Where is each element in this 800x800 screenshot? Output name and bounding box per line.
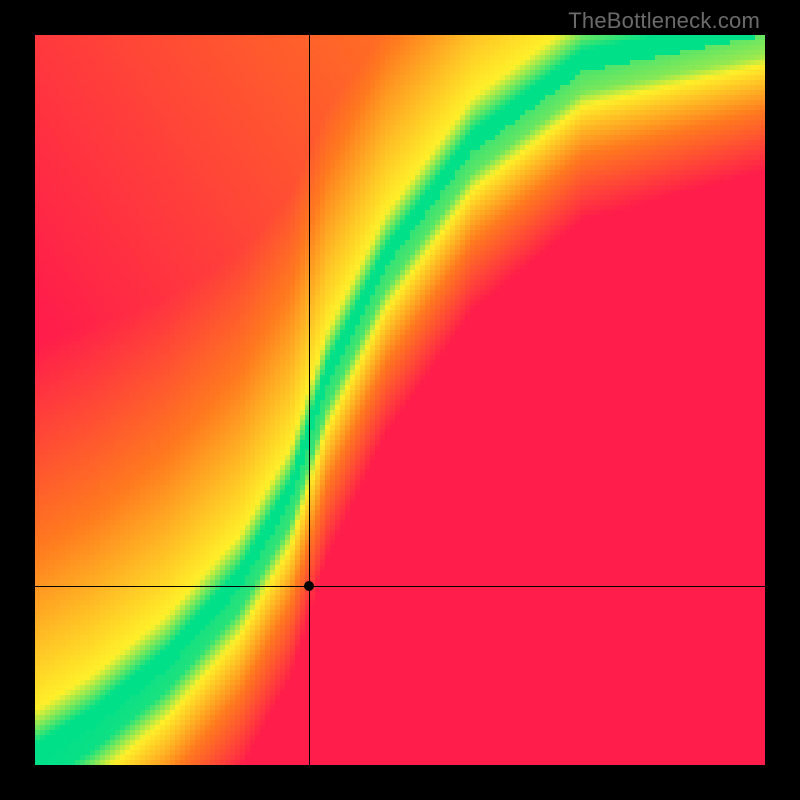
crosshair-marker <box>304 581 314 591</box>
heatmap-canvas <box>35 35 765 765</box>
crosshair-horizontal <box>35 586 765 587</box>
chart-container: TheBottleneck.com <box>0 0 800 800</box>
crosshair-vertical <box>309 35 310 765</box>
plot-area <box>35 35 765 765</box>
watermark-text: TheBottleneck.com <box>568 8 760 34</box>
